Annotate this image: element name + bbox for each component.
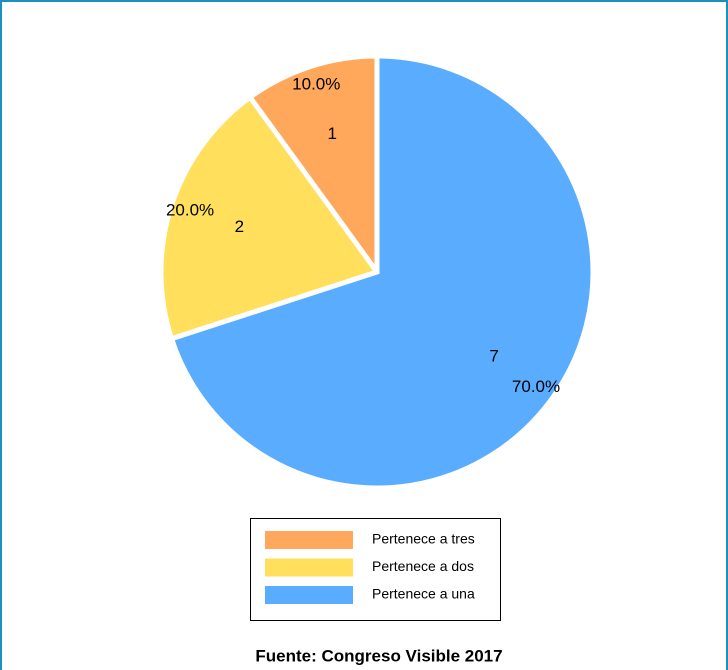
legend-swatch (265, 531, 353, 549)
legend-swatch (265, 558, 353, 577)
slice-count: 7 (489, 347, 498, 366)
legend-label: Pertenece a una (372, 586, 475, 602)
source: Fuente: Congreso Visible 2017 (255, 646, 502, 665)
slice-percent: 70.0% (512, 377, 560, 396)
pie-slice (246, 53, 380, 280)
legend-swatch (265, 586, 353, 604)
slice-count: 2 (235, 217, 244, 236)
slice-percent: 10.0% (292, 75, 340, 94)
slice-percent: 20.0% (166, 201, 214, 220)
pie-slice (168, 53, 596, 491)
pie-slice (158, 93, 382, 342)
slice-count: 1 (328, 124, 337, 143)
legend-label: Pertenece a tres (372, 531, 475, 547)
legend-label: Pertenece a dos (372, 558, 474, 574)
